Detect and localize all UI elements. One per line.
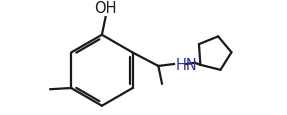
Text: HN: HN bbox=[176, 57, 198, 72]
Text: OH: OH bbox=[94, 1, 117, 16]
